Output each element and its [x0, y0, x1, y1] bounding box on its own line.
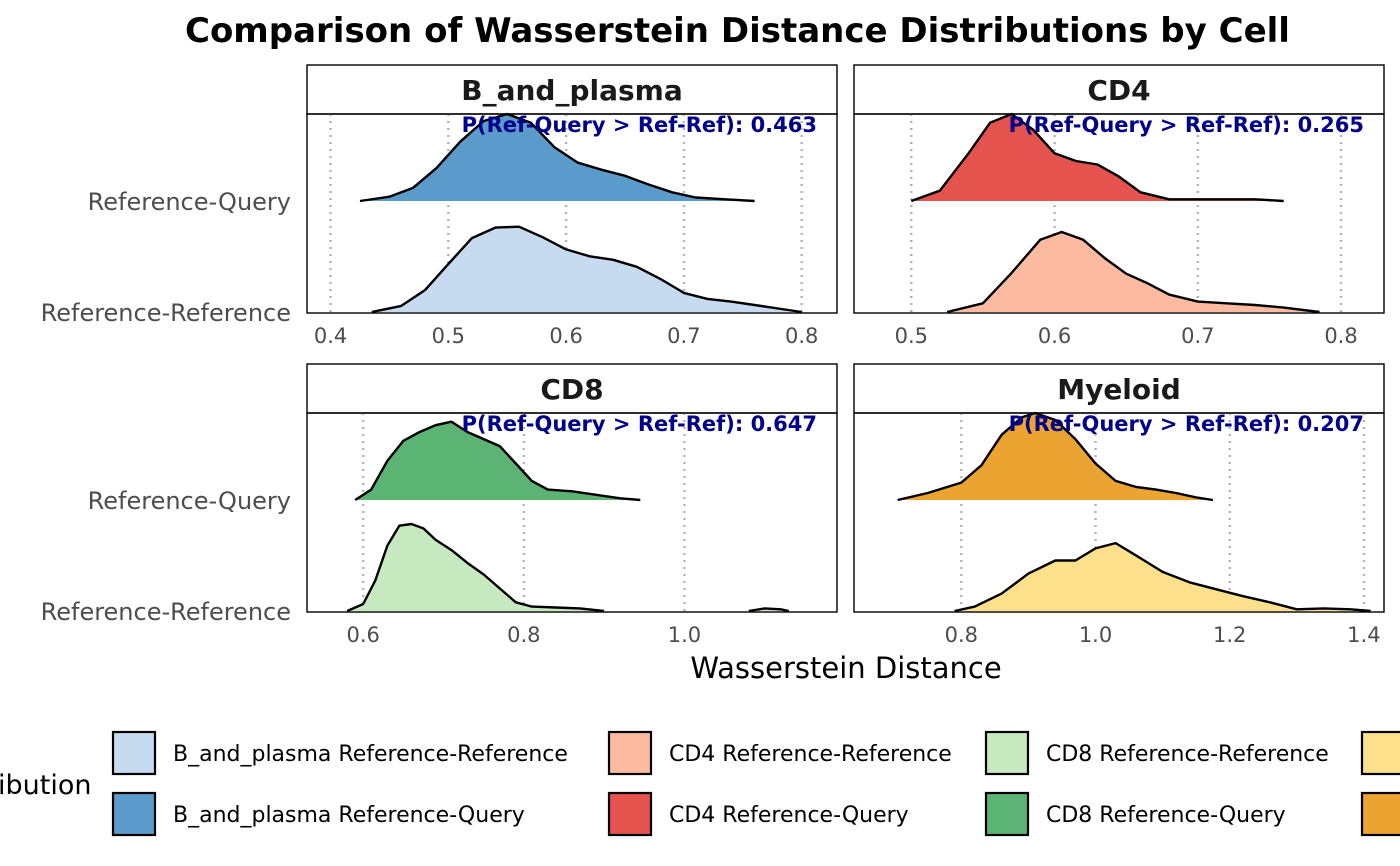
probability-annotation: P(Ref-Query > Ref-Ref): 0.207: [1009, 412, 1364, 436]
x-tick-label: 0.8: [507, 623, 540, 647]
y-tick-label: Reference-Query: [88, 188, 291, 216]
x-tick-label: 0.6: [549, 324, 582, 348]
panel-CD4: CD4 P(Ref-Query > Ref-Ref): 0.265 0.5 0.6 0.…: [853, 64, 1385, 348]
density-line-reference-reference: [946, 230, 1320, 314]
legend-swatch: [607, 730, 653, 776]
x-tick-label: 0.8: [945, 623, 978, 647]
x-tick-label: 0.8: [1324, 324, 1357, 348]
legend-label: CD4 Reference-Reference: [669, 742, 952, 767]
legend-label: B_and_plasma Reference-Query: [173, 803, 525, 828]
x-tick-label: 1.0: [1079, 623, 1112, 647]
legend-swatch: [984, 730, 1030, 776]
panel-B_and_plasma: B_and_plasma P(Ref-Query > Ref-Ref): 0.46…: [41, 64, 838, 348]
legend-item: [1360, 730, 1400, 776]
panel-strip: [306, 363, 838, 414]
density-line-reference-query: [354, 420, 641, 502]
x-tick-label: 1.0: [668, 623, 701, 647]
legend-swatch: [984, 791, 1030, 837]
x-tick-label: 0.7: [667, 324, 700, 348]
legend-item: [1360, 791, 1400, 837]
y-tick-label: Reference-Reference: [41, 598, 291, 626]
legend-swatch: [607, 791, 653, 837]
x-tick-label: 0.5: [895, 324, 928, 348]
legend-item: B_and_plasma Reference-Query: [111, 791, 525, 837]
density-area-reference-query: [355, 421, 641, 500]
legend-title: ibution: [0, 770, 91, 801]
density-area-reference-reference: [947, 232, 1320, 312]
panel-strip-label: B_and_plasma: [461, 74, 682, 107]
x-tick-label: 0.8: [785, 324, 818, 348]
panel-border: [306, 113, 838, 314]
legend-item: B_and_plasma Reference-Reference: [111, 730, 568, 776]
density-area-reference-reference: [371, 226, 802, 312]
panel-border: [853, 412, 1385, 613]
legend-label: B_and_plasma Reference-Reference: [173, 742, 568, 767]
x-tick-label: 1.4: [1347, 623, 1380, 647]
legend-swatch: [1360, 791, 1400, 837]
panel-strip: [306, 64, 838, 115]
density-line-reference-query: [910, 112, 1284, 203]
legend-item: CD4 Reference-Reference: [607, 730, 952, 776]
legend-label: CD4 Reference-Query: [669, 803, 909, 828]
legend-item: CD8 Reference-Reference: [984, 730, 1329, 776]
legend-item: CD4 Reference-Query: [607, 791, 909, 837]
legend-swatch: [111, 791, 157, 837]
x-tick-label: 1.2: [1213, 623, 1246, 647]
density-area-reference-query: [911, 114, 1284, 201]
density-line-reference-query: [897, 411, 1214, 502]
probability-annotation: P(Ref-Query > Ref-Ref): 0.463: [462, 113, 817, 137]
panel-CD8: CD8 P(Ref-Query > Ref-Ref): 0.647 0.6 0.8 1.…: [41, 363, 838, 647]
x-tick-label: 0.6: [347, 623, 380, 647]
density-line-reference-reference: [954, 541, 1371, 613]
density-line-reference-reference: [748, 607, 790, 613]
x-axis-title: Wasserstein Distance: [690, 651, 1001, 685]
density-area-reference-query: [897, 413, 1213, 500]
x-tick-label: 0.5: [432, 324, 465, 348]
legend-item: CD8 Reference-Query: [984, 791, 1286, 837]
chart-title: Comparison of Wasserstein Distance Distr…: [185, 11, 1290, 51]
x-tick-label: 0.4: [314, 324, 347, 348]
probability-annotation: P(Ref-Query > Ref-Ref): 0.265: [1009, 113, 1364, 137]
panel-strip: [853, 64, 1385, 115]
y-tick-label: Reference-Reference: [41, 299, 291, 327]
density-line-reference-reference: [346, 522, 605, 613]
panel-strip-label: CD4: [1087, 74, 1150, 107]
density-line-reference-query: [359, 112, 755, 203]
panel-strip-label: CD8: [540, 373, 603, 406]
legend: ibution B_and_plasma Reference-Reference…: [0, 730, 1400, 837]
legend-label: CD8 Reference-Reference: [1046, 742, 1329, 767]
panel-strip-label: Myeloid: [1057, 373, 1181, 406]
panel-border: [853, 113, 1385, 314]
density-area-reference-reference: [954, 543, 1371, 611]
panel-strip: [853, 363, 1385, 414]
y-tick-label: Reference-Query: [88, 487, 291, 515]
legend-swatch: [1360, 730, 1400, 776]
density-line-reference-reference: [371, 225, 802, 314]
probability-annotation: P(Ref-Query > Ref-Ref): 0.647: [462, 412, 817, 436]
x-tick-label: 0.7: [1181, 324, 1214, 348]
x-tick-label: 0.6: [1038, 324, 1071, 348]
density-area-reference-reference: [347, 524, 605, 611]
legend-label: CD8 Reference-Query: [1046, 803, 1286, 828]
density-area-reference-query: [360, 114, 755, 201]
legend-swatch: [111, 730, 157, 776]
panel-Myeloid: Myeloid P(Ref-Query > Ref-Ref): 0.207 0.8 1…: [853, 363, 1385, 647]
panel-border: [306, 412, 838, 613]
panels: B_and_plasma P(Ref-Query > Ref-Ref): 0.46…: [41, 64, 1385, 647]
